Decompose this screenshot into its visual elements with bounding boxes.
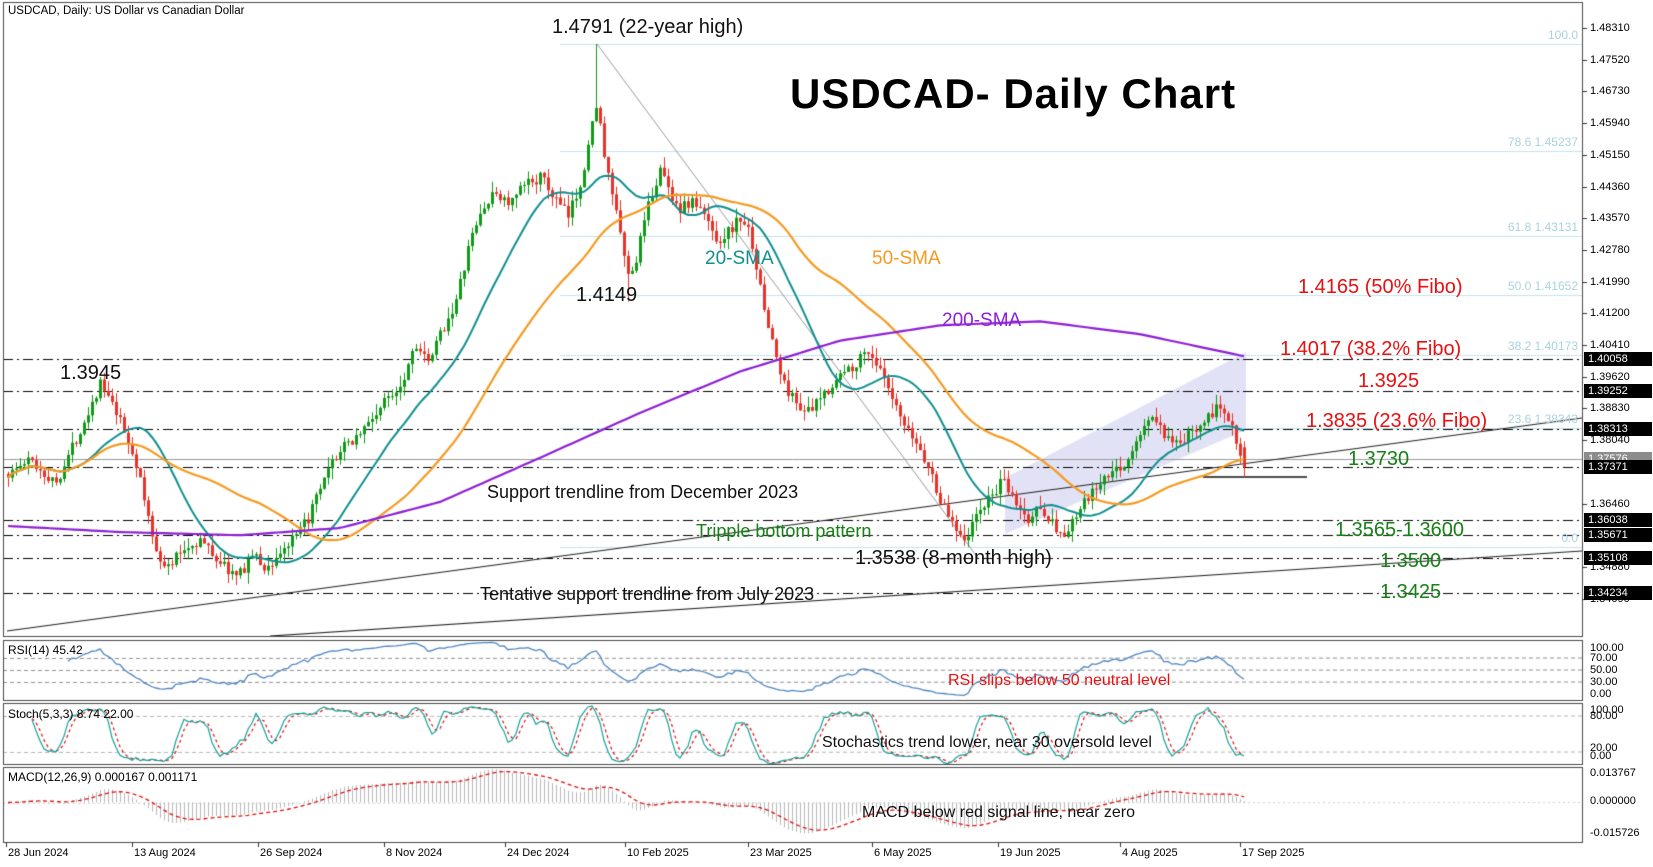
stoch-y-label: 80.00 bbox=[1590, 710, 1618, 722]
label-sma50: 50-SMA bbox=[872, 248, 941, 269]
fibonacci-level-label: 78.6 1.45237 bbox=[1507, 135, 1578, 150]
x-axis-date-label: 19 Jun 2025 bbox=[1000, 847, 1061, 859]
stoch-y-label: 100.00 bbox=[1590, 704, 1624, 716]
price-level-badge: 1.38313 bbox=[1584, 422, 1652, 437]
y-axis-tick-label: 1.44360 bbox=[1590, 180, 1630, 193]
y-axis-tick-label: 1.46730 bbox=[1590, 85, 1630, 98]
x-axis-date-label: 24 Dec 2024 bbox=[507, 847, 570, 859]
label-fibo-382: 1.4017 (38.2% Fibo) bbox=[1280, 338, 1462, 360]
x-axis-date-label: 6 May 2025 bbox=[874, 847, 932, 859]
macd-y-label: 0.013767 bbox=[1590, 767, 1636, 779]
y-axis-tick-label: 1.38830 bbox=[1590, 402, 1630, 415]
y-axis-tick-label: 1.39620 bbox=[1590, 370, 1630, 383]
label-1-3945: 1.3945 bbox=[60, 362, 122, 384]
y-axis-tick-label: 1.47520 bbox=[1590, 53, 1630, 66]
rsi-y-label: 0.00 bbox=[1590, 688, 1612, 700]
y-axis-tick-label: 1.45940 bbox=[1590, 117, 1630, 130]
rsi-y-label: 100.00 bbox=[1590, 642, 1624, 654]
y-axis-tick-label: 1.43570 bbox=[1590, 212, 1630, 225]
label-macd-note: MACD below red signal line, near zero bbox=[862, 804, 1136, 821]
price-level-badge: 1.39252 bbox=[1584, 384, 1652, 399]
label-1-4149: 1.4149 bbox=[576, 284, 638, 306]
fibonacci-level-label: 0.0 bbox=[1561, 530, 1578, 545]
x-axis-date-label: 26 Sep 2024 bbox=[260, 847, 323, 859]
y-axis-tick-label: 1.36460 bbox=[1590, 497, 1630, 510]
label-tentative-jul-2023: Tentative support trendline from July 20… bbox=[480, 584, 815, 604]
fibonacci-level-label: 100.0 bbox=[1547, 28, 1578, 43]
x-axis-date-label: 4 Aug 2025 bbox=[1122, 847, 1178, 859]
symbol-header: USDCAD, Daily: US Dollar vs Canadian Dol… bbox=[8, 5, 245, 17]
label-1-3425: 1.3425 bbox=[1380, 581, 1442, 603]
rsi-y-label: 30.00 bbox=[1590, 676, 1618, 688]
y-axis-tick-label: 1.42780 bbox=[1590, 243, 1630, 256]
macd-y-label: 0.000000 bbox=[1590, 795, 1636, 807]
label-sma20: 20-SMA bbox=[705, 248, 774, 269]
y-axis-tick-label: 1.38040 bbox=[1590, 434, 1630, 447]
x-axis-date-label: 10 Feb 2025 bbox=[627, 847, 689, 859]
y-axis-tick-label: 1.45150 bbox=[1590, 148, 1630, 161]
label-fibo-236: 1.3835 (23.6% Fibo) bbox=[1306, 410, 1488, 432]
y-axis-tick-label: 1.48310 bbox=[1590, 22, 1630, 34]
price-level-badge: 1.37371 bbox=[1584, 459, 1652, 474]
macd-indicator-header: MACD(12,26,9) 0.000167 0.001171 bbox=[8, 770, 198, 784]
label-stoch-note: Stochastics trend lower, near 30 oversol… bbox=[822, 734, 1152, 751]
label-tripple-bottom: Tripple bottom pattern bbox=[696, 521, 872, 541]
x-axis-date-label: 23 Mar 2025 bbox=[750, 847, 812, 859]
x-axis-date-label: 17 Sep 2025 bbox=[1242, 847, 1305, 859]
label-8-month-high: 1.3538 (8-month high) bbox=[855, 547, 1052, 569]
rsi-indicator-header: RSI(14) 45.42 bbox=[8, 643, 83, 657]
y-axis-tick-label: 1.41990 bbox=[1590, 275, 1630, 288]
rsi-y-label: 50.00 bbox=[1590, 664, 1618, 676]
y-axis-tick-label: 1.40410 bbox=[1590, 339, 1630, 352]
label-support-dec-2023: Support trendline from December 2023 bbox=[487, 482, 799, 502]
fibonacci-level-label: 61.8 1.43131 bbox=[1507, 219, 1578, 234]
fibonacci-level-label: 50.0 1.41652 bbox=[1507, 279, 1578, 294]
label-zone-13565-13600: 1.3565-1.3600 bbox=[1335, 519, 1465, 541]
y-axis-tick-label: 1.41200 bbox=[1590, 307, 1630, 320]
x-axis-date-label: 8 Nov 2024 bbox=[386, 847, 443, 859]
price-level-badge: 1.35108 bbox=[1584, 550, 1652, 565]
rsi-y-label: 70.00 bbox=[1590, 652, 1618, 664]
label-sma200: 200-SMA bbox=[942, 310, 1022, 331]
label-rsi-note: RSI slips below 50 neutral level bbox=[948, 672, 1171, 689]
x-axis-date-label: 28 Jun 2024 bbox=[8, 847, 69, 859]
stoch-y-label: 20.00 bbox=[1590, 742, 1618, 754]
label-fibo-50: 1.4165 (50% Fibo) bbox=[1298, 276, 1463, 298]
price-level-badge: 1.35671 bbox=[1584, 528, 1652, 543]
chart-title: USDCAD- Daily Chart bbox=[790, 70, 1237, 117]
label-1-3500: 1.3500 bbox=[1380, 550, 1442, 572]
label-1-3730: 1.3730 bbox=[1348, 448, 1410, 470]
stoch-y-label: 0.00 bbox=[1590, 750, 1612, 762]
stoch-indicator-header: Stoch(5,3,3) 8.74 22.00 bbox=[8, 707, 134, 721]
macd-y-label: -0.015726 bbox=[1590, 827, 1640, 839]
label-1-3925: 1.3925 bbox=[1358, 370, 1420, 392]
fibonacci-level-label: 38.2 1.40173 bbox=[1507, 338, 1578, 353]
price-level-badge: 1.34234 bbox=[1584, 585, 1652, 600]
price-level-badge: 1.40058 bbox=[1584, 352, 1652, 367]
x-axis-date-label: 13 Aug 2024 bbox=[134, 847, 196, 859]
fibonacci-level-label: 23.6 1.38343 bbox=[1507, 411, 1578, 426]
label-22yr-high: 1.4791 (22-year high) bbox=[552, 16, 744, 38]
price-level-badge: 1.36038 bbox=[1584, 513, 1652, 528]
